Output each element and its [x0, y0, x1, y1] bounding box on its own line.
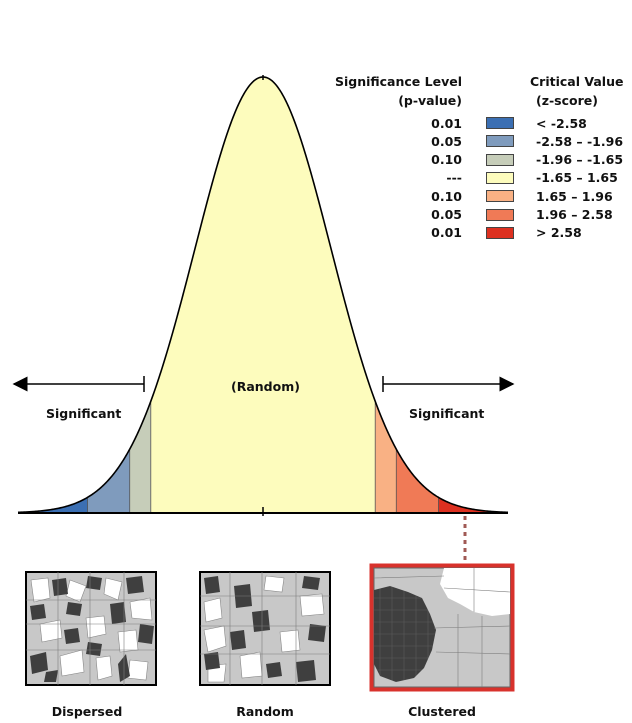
map-caption-dispersed: Dispersed [51, 704, 123, 719]
legend-p-value: 0.05 [431, 207, 462, 222]
map-random [199, 571, 331, 686]
curve-region-1 [87, 449, 130, 513]
curve-region-2 [129, 401, 151, 513]
legend-p-value: --- [446, 170, 462, 186]
legend-swatch [486, 190, 514, 203]
legend-row: --- -1.65 – 1.65 [384, 169, 626, 187]
curve-region-4 [375, 401, 397, 513]
legend-p-value: 0.01 [431, 115, 462, 131]
curve-region-6 [438, 497, 508, 513]
critical-value-title: Critical Value [530, 74, 624, 89]
curve-region-0 [18, 497, 88, 513]
map-caption-clustered: Clustered [408, 704, 476, 719]
map-caption-random: Random [236, 704, 294, 719]
map-dispersed [25, 571, 157, 686]
legend-z-score: 1.65 – 1.96 [536, 188, 613, 204]
left-significant-label: Significant [46, 406, 122, 421]
right-significant-label: Significant [409, 406, 485, 421]
legend-z-score: > 2.58 [536, 225, 582, 241]
legend-row: 0.05 1.96 – 2.58 [384, 206, 626, 224]
random-label: (Random) [231, 379, 300, 394]
curve-region-5 [396, 449, 439, 513]
legend-z-score: -1.96 – -1.65 [536, 152, 624, 168]
legend-swatch [486, 208, 514, 221]
curve-region-fills [18, 77, 508, 513]
legend-row: 0.10 -1.96 – -1.65 [384, 151, 626, 169]
z-score-subtitle: (z-score) [536, 93, 598, 108]
legend-row: 0.10 1.65 – 1.96 [384, 187, 626, 205]
map-clustered [369, 563, 515, 692]
legend-p-value: 0.10 [431, 152, 462, 168]
legend-z-score: < -2.58 [536, 115, 587, 131]
curve-region-3 [150, 77, 376, 513]
significance-level-title: Significance Level [334, 74, 462, 89]
legend-swatch [486, 171, 514, 184]
clustered-white-region [440, 568, 510, 616]
significance-level-header: Significance Level (p-value) [330, 72, 462, 110]
legend-z-score: -2.58 – -1.96 [536, 133, 624, 149]
clustered-dark-region [374, 586, 436, 682]
legend-z-score: -1.65 – 1.65 [536, 170, 618, 186]
legend-z-score: 1.96 – 2.58 [536, 207, 613, 222]
legend-row: 0.01 > 2.58 [384, 224, 626, 242]
legend-row: 0.01 < -2.58 [384, 114, 626, 132]
critical-value-header: Critical Value (z-score) [530, 72, 630, 110]
legend-swatch [486, 135, 514, 148]
p-value-subtitle: (p-value) [398, 93, 462, 108]
legend-swatch [486, 117, 514, 129]
legend-row: 0.05 -2.58 – -1.96 [384, 132, 626, 150]
legend-swatch [486, 226, 514, 239]
legend-p-value: 0.10 [431, 188, 462, 204]
legend-swatch [486, 153, 514, 166]
legend-p-value: 0.01 [431, 225, 462, 241]
legend-p-value: 0.05 [431, 133, 462, 149]
